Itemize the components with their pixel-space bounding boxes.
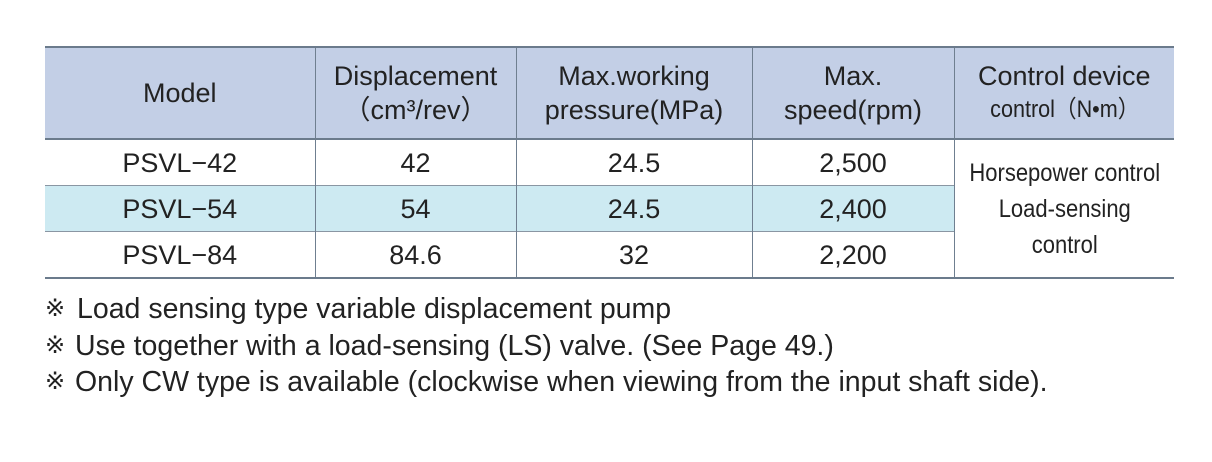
reference-mark-icon: ※ <box>45 295 66 322</box>
cell-control-device: Horsepower control Load-sensing control <box>953 139 1174 278</box>
footnote-item: ※ Only CW type is available (clockwise w… <box>45 364 1175 401</box>
header-pressure-line2: pressure(MPa) <box>544 95 724 125</box>
control-line-load-sensing: Load-sensing control <box>998 194 1131 259</box>
cell-speed: 2,500 <box>751 139 955 186</box>
table-header-row: Model Displacement （cm³/rev） Max.working… <box>45 47 1174 139</box>
header-pressure: Max.working pressure(MPa) <box>515 47 753 139</box>
reference-mark-icon: ※ <box>45 368 66 395</box>
table-row: PSVL−84 84.6 32 2,200 <box>45 231 1174 278</box>
cell-displacement: 42 <box>314 139 517 186</box>
table-row: PSVL−42 42 24.5 2,500 Horsepower control… <box>45 139 1174 278</box>
header-model-label: Model <box>142 78 217 108</box>
cell-pressure: 24.5 <box>515 185 753 232</box>
footnote-text: Only CW type is available (clockwise whe… <box>75 366 1048 398</box>
footnote-item: ※ Use together with a load-sensing (LS) … <box>45 328 1175 365</box>
footnotes: ※ Load sensing type variable displacemen… <box>45 291 1175 401</box>
cell-displacement: 54 <box>314 185 517 232</box>
cell-model: PSVL−42 <box>45 139 316 186</box>
footnote-text: Use together with a load-sensing (LS) va… <box>75 329 834 362</box>
header-control-label: Control device <box>977 61 1151 91</box>
header-displacement: Displacement （cm³/rev） <box>314 47 517 139</box>
header-displacement-label: Displacement <box>333 61 498 91</box>
cell-displacement: 84.6 <box>314 231 517 278</box>
cell-pressure: 32 <box>515 231 753 278</box>
header-displacement-unit: （cm³/rev） <box>343 95 488 125</box>
footnote-item: ※ Load sensing type variable displacemen… <box>45 291 1175 328</box>
cell-speed: 2,400 <box>751 185 954 232</box>
cell-model: PSVL−84 <box>45 231 316 278</box>
cell-pressure: 24.5 <box>515 139 753 186</box>
reference-mark-icon: ※ <box>45 331 66 359</box>
control-line-horsepower: Horsepower control <box>968 158 1160 187</box>
header-control: Control device control（N•m） <box>953 47 1174 139</box>
header-speed-line2: speed(rpm) <box>783 95 923 125</box>
header-speed-line1: Max. <box>823 61 883 91</box>
cell-model: PSVL−54 <box>45 185 316 232</box>
header-speed: Max. speed(rpm) <box>751 47 955 139</box>
header-pressure-line1: Max.working <box>558 61 710 91</box>
footnote-text: Load sensing type variable displacement … <box>77 293 672 325</box>
header-control-unit: control（N•m） <box>989 96 1139 123</box>
pump-spec-table: Model Displacement （cm³/rev） Max.working… <box>45 46 1174 279</box>
header-model: Model <box>45 47 316 139</box>
table-row: PSVL−54 54 24.5 2,400 <box>45 185 1174 232</box>
cell-speed: 2,200 <box>751 231 954 278</box>
